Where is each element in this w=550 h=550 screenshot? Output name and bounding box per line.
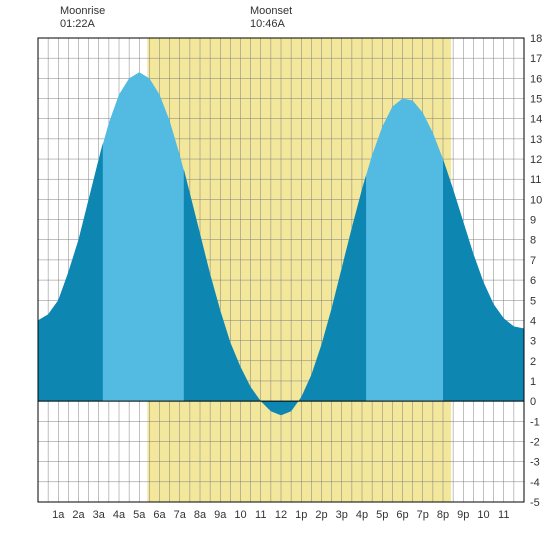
y-axis-label: 3 bbox=[530, 336, 536, 348]
x-axis-label: 3p bbox=[336, 509, 348, 521]
y-axis-label: 2 bbox=[530, 356, 536, 368]
x-axis-label: 11 bbox=[255, 509, 266, 521]
y-axis-label: 14 bbox=[530, 114, 542, 126]
y-axis-label: 15 bbox=[530, 94, 542, 106]
y-axis-label: 8 bbox=[530, 235, 536, 247]
y-axis-label: 6 bbox=[530, 275, 536, 287]
x-axis-label: 11 bbox=[498, 509, 509, 521]
y-axis-label: -4 bbox=[530, 477, 540, 489]
x-axis-label: 9p bbox=[457, 509, 469, 521]
x-axis-label: 2p bbox=[315, 509, 327, 521]
moonrise-label: Moonrise bbox=[60, 5, 105, 17]
y-axis-label: 5 bbox=[530, 295, 536, 307]
y-axis-label: -1 bbox=[530, 416, 540, 428]
x-axis-label: 4a bbox=[113, 509, 126, 521]
x-axis-label: 1p bbox=[295, 509, 307, 521]
y-axis-label: 1 bbox=[530, 376, 536, 388]
y-axis-label: 18 bbox=[530, 33, 542, 45]
y-axis-label: 4 bbox=[530, 315, 536, 327]
x-axis-label: 4p bbox=[356, 509, 368, 521]
y-axis-label: 10 bbox=[530, 194, 542, 206]
y-axis-label: 13 bbox=[530, 134, 542, 146]
y-axis-label: 11 bbox=[530, 174, 541, 186]
x-axis-label: 2a bbox=[72, 509, 85, 521]
x-axis-label: 8p bbox=[437, 509, 449, 521]
x-axis-label: 6p bbox=[396, 509, 408, 521]
y-axis-label: 7 bbox=[530, 255, 536, 267]
y-axis-label: -5 bbox=[530, 497, 540, 509]
moonrise-time: 01:22A bbox=[60, 18, 96, 30]
x-axis-label: 8a bbox=[194, 509, 207, 521]
y-axis-label: 17 bbox=[530, 53, 542, 65]
y-axis-label: 16 bbox=[530, 73, 542, 85]
y-axis-label: 9 bbox=[530, 215, 536, 227]
x-axis-label: 9a bbox=[214, 509, 227, 521]
x-axis-label: 7p bbox=[417, 509, 429, 521]
x-axis-label: 7a bbox=[174, 509, 187, 521]
y-axis-label: 0 bbox=[530, 396, 536, 408]
x-axis-label: 12 bbox=[275, 509, 287, 521]
x-axis-label: 10 bbox=[234, 509, 246, 521]
x-axis-label: 10 bbox=[477, 509, 489, 521]
x-axis-label: 5a bbox=[133, 509, 146, 521]
y-axis-label: -3 bbox=[530, 457, 540, 469]
moonset-time: 10:46A bbox=[250, 18, 286, 30]
x-axis-label: 1a bbox=[52, 509, 65, 521]
moonset-label: Moonset bbox=[250, 5, 292, 17]
y-axis-label: -2 bbox=[530, 436, 540, 448]
x-axis-label: 6a bbox=[153, 509, 166, 521]
y-axis-label: 12 bbox=[530, 154, 542, 166]
x-axis-label: 3a bbox=[93, 509, 106, 521]
tide-chart: 1a2a3a4a5a6a7a8a9a1011121p2p3p4p5p6p7p8p… bbox=[0, 0, 550, 550]
x-axis-label: 5p bbox=[376, 509, 388, 521]
